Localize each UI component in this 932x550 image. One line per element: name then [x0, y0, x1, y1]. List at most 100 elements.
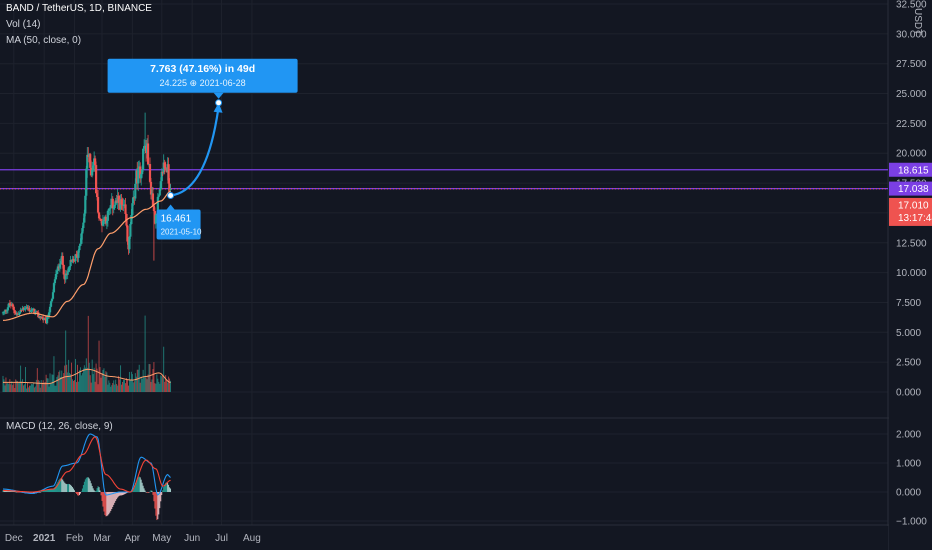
candle-body	[34, 311, 37, 315]
macd-tick-label: 1.000	[896, 459, 921, 470]
volume-bar	[18, 382, 20, 392]
macd-histogram-bar	[12, 491, 14, 492]
candle-body	[79, 243, 82, 246]
ma-indicator-label[interactable]: MA (50, close, 0)	[6, 35, 82, 46]
volume-bar	[130, 371, 132, 392]
projection-end-point[interactable]	[215, 99, 223, 107]
start-callout[interactable]: 16.461 2021-05-10	[156, 204, 202, 240]
volume-bar	[33, 387, 35, 392]
projection-arrow[interactable]	[170, 106, 220, 197]
volume-bar	[47, 378, 49, 392]
last-price-text: 17.010	[898, 200, 929, 211]
candle-body	[84, 195, 87, 214]
target-callout[interactable]: 7.763 (47.16%) in 49d 24.225 ⊕ 2021-06-28	[107, 58, 298, 99]
candle-body	[5, 310, 9, 312]
volume-bar	[81, 373, 83, 392]
time-tick-label: Apr	[125, 533, 141, 544]
volume-indicator-label[interactable]: Vol (14)	[6, 19, 41, 30]
volume-ma-line	[3, 368, 171, 385]
volume-bar	[168, 376, 170, 392]
time-tick-label: Jul	[215, 533, 228, 544]
macd-histogram-bar	[86, 477, 88, 492]
macd-histogram-bar	[148, 492, 150, 493]
volume-bar	[141, 378, 143, 392]
macd-histogram-bar	[153, 492, 155, 502]
macd-histogram-bar	[9, 490, 11, 492]
last-price-tag[interactable]: 17.010 13:17:44	[889, 197, 932, 226]
volume-bar	[129, 380, 131, 392]
time-tick-label: Aug	[243, 533, 261, 544]
macd-histogram-bar	[139, 477, 141, 492]
volume-bar	[61, 370, 63, 392]
volume-bar	[22, 379, 24, 392]
time-axis-background	[0, 526, 888, 550]
volume-bar	[9, 379, 11, 392]
macd-histogram-bar	[149, 491, 151, 493]
candle-body	[83, 213, 86, 223]
volume-bar	[158, 381, 160, 392]
volume-bar	[140, 376, 142, 392]
price-axis[interactable]: 32.50030.00027.50025.00022.50020.00017.5…	[889, 0, 932, 550]
volume-bar	[44, 382, 46, 392]
volume-bar	[165, 375, 167, 392]
macd-histogram-bar	[122, 492, 123, 496]
volume-bar	[28, 387, 29, 392]
legend-volume: Vol (14)	[6, 19, 40, 30]
volume-bar	[93, 367, 95, 392]
candle-body	[141, 169, 144, 175]
macd-histogram-bar	[101, 492, 103, 501]
volume-bar	[79, 367, 81, 392]
symbol-title[interactable]: BAND / TetherUS, 1D, BINANCE	[6, 3, 152, 14]
upper-line-price-tag[interactable]: 18.615	[889, 162, 932, 177]
candle-body	[158, 189, 161, 196]
volume-bar	[162, 375, 164, 392]
candle-body	[66, 271, 69, 275]
volume-bar	[153, 362, 155, 392]
macd-histogram-bar	[17, 492, 19, 493]
volume-bar	[31, 384, 33, 392]
macd-histogram-bar	[112, 492, 114, 507]
candle-body	[20, 309, 23, 311]
candle-body	[44, 318, 47, 320]
macd-histogram-bar	[14, 491, 16, 493]
projection-start-point[interactable]	[167, 191, 175, 199]
macd-histogram-bar	[16, 491, 18, 493]
time-axis[interactable]: Dec 2021 Feb Mar Apr May Jun Jul Aug	[0, 526, 888, 550]
macd-histogram-bar	[93, 490, 95, 492]
macd-histogram-bar	[117, 492, 119, 498]
macd-histogram-bar	[90, 483, 92, 492]
macd-histogram-bar	[46, 489, 48, 492]
volume-bar	[20, 365, 22, 392]
volume-bar	[118, 375, 120, 392]
candle-body	[99, 219, 103, 221]
lower-line-price-tag[interactable]: 17.038	[889, 181, 932, 196]
volume-bar	[112, 383, 114, 392]
volume-bar	[14, 387, 16, 392]
volume-bar	[78, 381, 79, 392]
macd-histogram-bar	[69, 484, 71, 492]
volume-bar	[59, 370, 61, 392]
volume-bar	[146, 379, 148, 392]
candle-body	[18, 312, 21, 315]
volume-bar	[126, 378, 127, 392]
volume-bar	[76, 382, 77, 392]
volume-bar	[66, 364, 68, 392]
macd-histogram-bar	[145, 492, 147, 493]
macd-histogram-bar	[138, 476, 140, 492]
candle-body	[36, 311, 39, 313]
candle-body	[142, 148, 145, 170]
macd-indicator-label[interactable]: MACD (12, 26, close, 9)	[6, 421, 113, 432]
volume-bar	[35, 379, 37, 392]
candle-body	[167, 164, 170, 184]
candle-body	[106, 210, 109, 221]
volume-bar	[156, 374, 158, 392]
volume-bar	[111, 385, 113, 392]
macd-histogram-bar	[40, 491, 42, 493]
volume-bar	[106, 372, 108, 392]
candle-body	[97, 212, 101, 219]
candle-body	[124, 204, 127, 214]
candle-body	[55, 270, 58, 274]
candle-body	[12, 306, 15, 311]
